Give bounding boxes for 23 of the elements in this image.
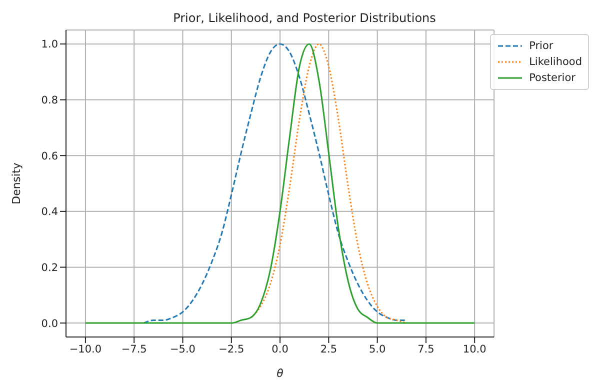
y-tick-label: 1.0 (41, 38, 58, 51)
chart-title: Prior, Likelihood, and Posterior Distributions (172, 11, 437, 25)
y-axis-title: Density (10, 162, 23, 204)
x-tick-label: 7.5 (418, 343, 434, 356)
y-tick-label: 0.0 (41, 318, 58, 330)
y-tick-label: 0.6 (41, 150, 58, 162)
legend-label: Likelihood (529, 56, 582, 68)
x-tick-label: 2.5 (320, 343, 338, 356)
line-series (143, 43, 408, 324)
x-tick-label: −2.5 (218, 343, 244, 356)
x-tick-label: 0.0 (272, 343, 288, 356)
x-tick-label: −10.0 (69, 343, 102, 356)
y-tick-label: 0.8 (41, 94, 58, 106)
y-tick-label: 0.4 (41, 206, 58, 218)
x-axis-title: θ (276, 367, 284, 380)
x-tick-label: 5.0 (368, 343, 386, 356)
line-series (84, 43, 476, 324)
x-tick-label: 10.0 (462, 343, 486, 356)
x-tick-label: −5.0 (170, 343, 196, 356)
legend-label: Prior (529, 40, 554, 52)
legend-label: Posterior (529, 72, 576, 84)
y-tick-label: 0.2 (41, 262, 58, 274)
x-tick-label: −7.5 (121, 343, 147, 356)
